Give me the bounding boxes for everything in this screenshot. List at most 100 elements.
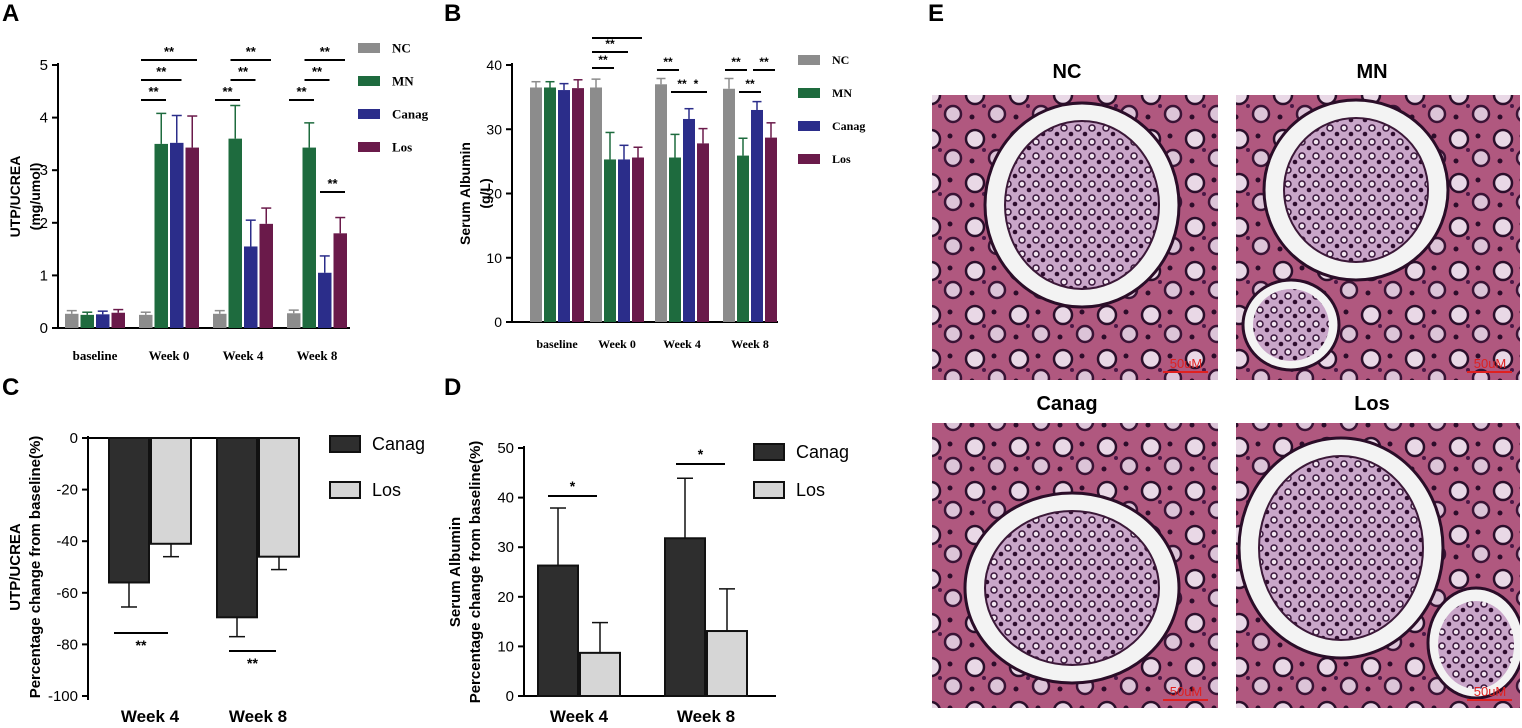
bar-los-week-8 (706, 630, 748, 697)
legend-label: MN (832, 86, 852, 100)
micrograph-title: NC (1053, 61, 1082, 83)
bar-canag-week-0 (170, 142, 184, 328)
x-tick-label: Week 4 (223, 348, 264, 363)
micrograph-title: MN (1356, 61, 1387, 83)
y-tick-label: 3 (40, 162, 48, 179)
significance-label: ** (312, 64, 323, 79)
significance-label: ** (663, 55, 673, 69)
bar-nc-week-0 (590, 87, 602, 322)
x-tick-label: Week 8 (677, 707, 735, 726)
bar-mn-week-8 (302, 147, 316, 328)
micrograph-title: Canag (1036, 393, 1097, 415)
significance-label: ** (731, 55, 741, 69)
y-tick-label: 0 (70, 430, 78, 447)
bar-nc-baseline (530, 87, 542, 322)
significance-label: ** (605, 37, 615, 51)
y-tick-label: 0 (40, 320, 48, 337)
significance-label: ** (327, 176, 338, 191)
panel-e-histology: NC 50uM MN 50uM Canag 50uM Los 50uM (932, 61, 1520, 708)
legend-label: Los (392, 139, 412, 154)
legend-swatch (329, 481, 361, 499)
chart-c-utp-change: 0 -20 -40 -60 -80 -100 UTP/UCREA Percentage cha… (7, 430, 425, 726)
legend-swatch (753, 481, 785, 499)
bar-nc-week-8 (723, 88, 735, 323)
significance-label: ** (148, 84, 159, 99)
bar-nc-week-0 (139, 314, 153, 328)
legend-label: NC (392, 40, 411, 55)
x-tick-label: Week 0 (598, 337, 636, 351)
bar-nc-week-8 (287, 313, 301, 328)
legend-label: Canag (832, 119, 865, 133)
legend-swatch (798, 88, 820, 98)
bar-mn-week-8 (737, 155, 749, 322)
bar-nc-week-4 (655, 84, 667, 323)
bar-canag-week-4 (683, 118, 695, 322)
bar-los-baseline (572, 88, 584, 322)
legend-label: NC (832, 53, 849, 67)
significance-label: * (698, 446, 704, 462)
x-tick-label: baseline (536, 337, 578, 351)
significance-label: ** (612, 30, 622, 37)
significance-label: ** (296, 84, 307, 99)
y-tick-label: 30 (497, 539, 514, 556)
bar-canag-baseline (96, 314, 110, 328)
micrograph-nc: NC 50uM (932, 61, 1218, 380)
significance-label: ** (598, 53, 608, 67)
bar-canag-week-0 (618, 159, 630, 322)
micrograph-canag: Canag 50uM (932, 393, 1218, 708)
bar-mn-week-4 (669, 157, 681, 322)
x-tick-label: Week 4 (663, 337, 701, 351)
x-tick-label: Week 8 (229, 707, 287, 726)
significance-label: * (570, 478, 576, 494)
bar-los-week-4 (579, 651, 621, 698)
y-axis-label: UTP/UCREA (7, 156, 23, 238)
x-tick-label: Week 4 (121, 707, 180, 726)
x-tick-label: Week 4 (550, 707, 609, 726)
y-tick-label: 0 (494, 314, 502, 330)
y-tick-label: 2 (40, 215, 48, 232)
y-tick-label: -40 (56, 533, 78, 550)
x-tick-label: Week 8 (731, 337, 769, 351)
x-tick-label: baseline (73, 348, 118, 363)
bar-los-week-8 (258, 437, 300, 558)
legend-label: Canag (796, 442, 849, 462)
y-axis-label: UTP/UCREA (7, 523, 24, 611)
micrograph-mn: MN 50uM (1236, 61, 1520, 380)
bar-canag-week-8 (751, 109, 763, 322)
bar-mn-baseline (80, 314, 94, 328)
glomerulus (984, 510, 1160, 666)
y-tick-label: 10 (486, 250, 502, 266)
glomerulus (1253, 289, 1329, 361)
x-tick-label: Week 8 (297, 348, 338, 363)
y-tick-label: -80 (56, 636, 78, 653)
bar-nc-baseline (65, 313, 79, 328)
bar-los-week-8 (333, 233, 347, 328)
y-tick-label: 0 (506, 688, 514, 705)
bar-canag-week-8 (216, 437, 258, 619)
micrograph-title: Los (1354, 393, 1390, 415)
y-tick-label: 40 (497, 490, 514, 507)
bar-nc-week-4 (213, 313, 227, 328)
x-tick-label: Week 0 (149, 348, 190, 363)
significance-label: ** (164, 44, 175, 59)
y-axis-label: (mg/umol) (27, 163, 43, 231)
significance-label: ** (677, 77, 687, 91)
legend-swatch (358, 43, 380, 53)
scale-bar-label: 50uM (1474, 356, 1507, 371)
bar-canag-baseline (558, 90, 570, 322)
panel-letter-c: C (2, 374, 20, 401)
panel-letter-e: E (928, 0, 945, 27)
legend-swatch (798, 154, 820, 164)
chart-a-utp-ucrea: 0 1 2 3 4 5 UTP/UCREA (mg/umol) baseline Week 0 We… (7, 40, 429, 363)
glomerulus (1004, 120, 1160, 290)
significance-label: ** (222, 84, 233, 99)
legend-swatch (798, 55, 820, 65)
glomerulus (1438, 601, 1514, 689)
bar-los-week-8 (765, 137, 777, 322)
bar-los-week-4 (150, 437, 192, 545)
significance-label: ** (156, 64, 167, 79)
legend-swatch (753, 443, 785, 461)
y-tick-label: 50 (497, 440, 514, 457)
y-tick-label: 20 (497, 589, 514, 606)
y-tick-label: 4 (40, 110, 48, 127)
